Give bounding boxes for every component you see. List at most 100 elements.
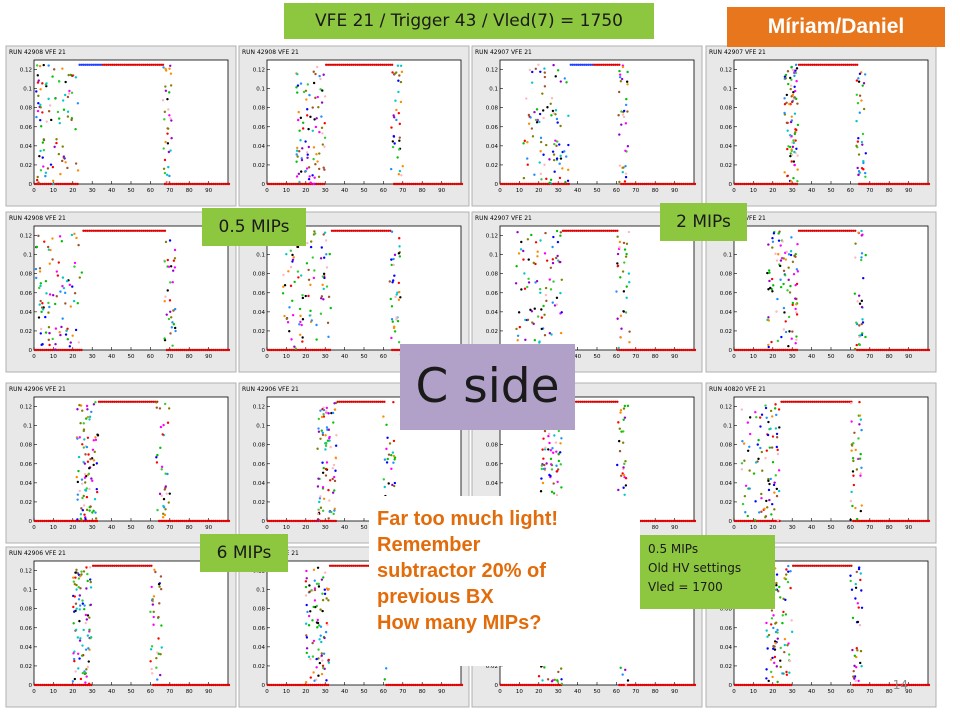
data-point — [390, 126, 393, 129]
data-point — [187, 348, 190, 352]
data-point — [441, 683, 444, 687]
data-point — [860, 332, 864, 335]
data-point — [361, 564, 365, 567]
data-point — [549, 449, 553, 452]
data-point — [786, 129, 789, 132]
data-point — [649, 519, 652, 523]
data-point — [276, 519, 279, 523]
data-point — [321, 471, 325, 474]
data-point — [782, 306, 786, 310]
data-point — [887, 519, 890, 523]
data-point — [790, 160, 793, 163]
data-point — [52, 182, 55, 186]
data-point — [783, 97, 786, 100]
data-point — [320, 101, 324, 104]
data-point — [896, 182, 900, 186]
data-point — [789, 84, 793, 87]
data-point — [832, 229, 836, 232]
data-point — [769, 477, 772, 481]
y-tick-label: 0 — [729, 182, 733, 188]
data-point — [81, 671, 85, 675]
data-point — [301, 121, 305, 124]
data-point — [396, 291, 399, 294]
data-point — [81, 508, 85, 512]
data-point — [323, 636, 326, 640]
data-point — [321, 664, 325, 668]
data-point — [346, 63, 349, 66]
data-point — [165, 173, 169, 177]
data-point — [850, 490, 853, 494]
data-point — [304, 89, 308, 92]
data-point — [610, 229, 613, 232]
data-point — [809, 229, 812, 232]
data-point — [862, 276, 865, 280]
data-point — [36, 81, 40, 84]
data-point — [792, 272, 796, 276]
data-point — [624, 683, 628, 686]
data-point — [542, 437, 545, 440]
data-point — [43, 240, 46, 243]
data-point — [78, 639, 82, 642]
data-point — [84, 63, 87, 66]
data-point — [309, 348, 312, 352]
data-point — [852, 63, 855, 66]
data-point — [59, 172, 62, 176]
y-tick-label: 0.04 — [253, 481, 266, 487]
data-point — [76, 182, 79, 186]
data-point — [332, 421, 335, 424]
data-point — [156, 508, 159, 512]
data-point — [99, 229, 103, 232]
data-point — [320, 654, 324, 657]
data-point — [90, 63, 93, 66]
data-point — [765, 677, 768, 680]
data-point — [317, 182, 320, 186]
data-point — [155, 63, 159, 66]
data-point — [555, 157, 559, 160]
data-point — [82, 422, 85, 425]
data-point — [159, 519, 163, 523]
data-point — [149, 610, 152, 614]
y-tick-label: 0.06 — [720, 626, 733, 632]
data-point — [121, 564, 124, 567]
data-point — [560, 682, 564, 685]
data-point — [399, 80, 403, 84]
data-point — [198, 182, 202, 186]
data-point — [84, 517, 87, 521]
data-point — [268, 348, 272, 352]
data-point — [397, 252, 401, 255]
data-point — [77, 667, 80, 670]
x-tick-label: 30 — [789, 188, 796, 194]
data-point — [637, 348, 640, 352]
x-tick-label: 20 — [535, 689, 542, 695]
data-point — [158, 585, 161, 588]
data-point — [84, 672, 87, 675]
data-point — [325, 266, 329, 269]
data-point — [78, 619, 81, 623]
data-point — [61, 145, 64, 148]
data-point — [115, 400, 118, 403]
data-point — [154, 229, 157, 232]
slide-title: VFE 21 / Trigger 43 / Vled(7) = 1750 — [284, 3, 654, 39]
y-tick-label: 0.04 — [486, 144, 499, 150]
y-tick-label: 0.04 — [253, 144, 266, 150]
data-point — [551, 301, 554, 304]
data-point — [359, 400, 363, 403]
data-point — [785, 568, 788, 571]
data-point — [365, 229, 369, 232]
data-point — [786, 580, 790, 584]
y-tick-label: 0 — [495, 683, 499, 689]
data-point — [79, 512, 83, 516]
data-point — [61, 159, 64, 163]
data-point — [513, 182, 516, 186]
data-point — [37, 79, 40, 82]
data-point — [270, 683, 274, 687]
data-point — [813, 229, 816, 232]
data-point — [93, 229, 97, 232]
data-point — [585, 400, 588, 403]
data-point — [390, 230, 394, 233]
data-point — [393, 481, 397, 485]
data-point — [516, 339, 519, 342]
data-point — [333, 489, 336, 492]
data-point — [592, 63, 596, 66]
